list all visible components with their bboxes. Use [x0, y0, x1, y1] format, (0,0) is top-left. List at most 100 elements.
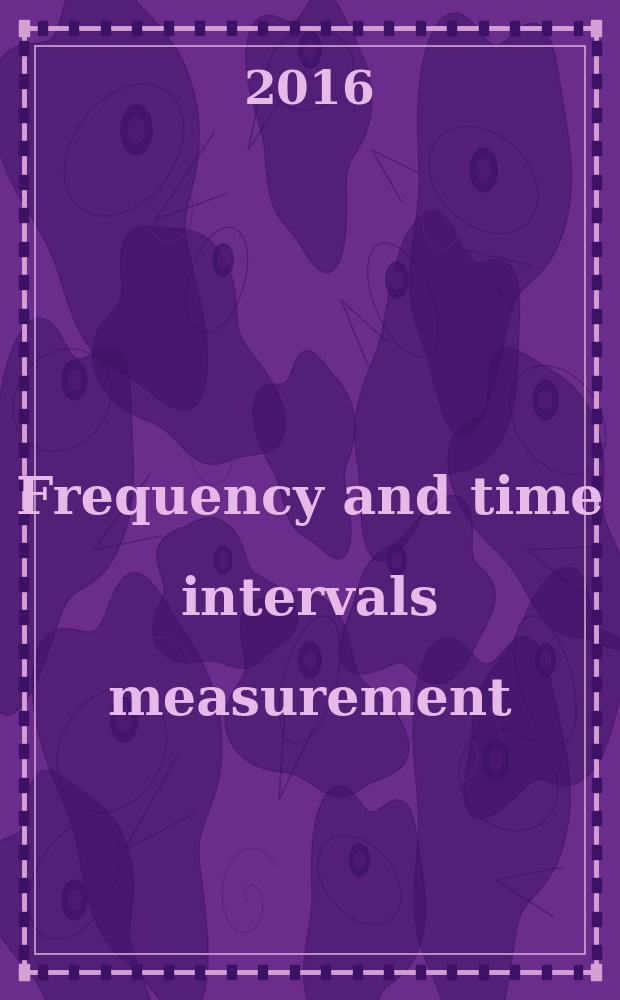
Text: intervals: intervals: [181, 574, 439, 626]
Bar: [448, 965, 456, 979]
Bar: [101, 21, 110, 35]
Circle shape: [62, 360, 87, 400]
Bar: [259, 21, 267, 35]
Bar: [592, 409, 601, 423]
Bar: [592, 175, 601, 189]
Bar: [591, 964, 601, 980]
Text: Frequency and time: Frequency and time: [16, 474, 604, 526]
Circle shape: [541, 652, 551, 668]
Bar: [592, 208, 601, 222]
Bar: [19, 20, 29, 36]
Bar: [38, 965, 46, 979]
Bar: [479, 965, 488, 979]
Text: measurement: measurement: [108, 674, 512, 725]
Bar: [19, 409, 28, 423]
Bar: [259, 965, 267, 979]
Bar: [592, 342, 601, 356]
Polygon shape: [496, 867, 562, 917]
Bar: [416, 965, 425, 979]
Bar: [19, 778, 28, 792]
Bar: [542, 965, 551, 979]
Bar: [592, 309, 601, 323]
Bar: [19, 845, 28, 859]
Polygon shape: [246, 0, 372, 273]
Bar: [19, 711, 28, 725]
Bar: [19, 443, 28, 457]
Bar: [592, 744, 601, 758]
Bar: [592, 41, 601, 55]
Bar: [591, 20, 601, 36]
Bar: [592, 912, 601, 926]
Bar: [592, 845, 601, 859]
Text: 2016: 2016: [244, 67, 376, 113]
Circle shape: [304, 651, 316, 669]
Circle shape: [213, 244, 233, 276]
Bar: [19, 376, 28, 390]
Bar: [35, 46, 585, 954]
Bar: [19, 577, 28, 591]
Circle shape: [539, 390, 552, 410]
Bar: [19, 644, 28, 658]
Circle shape: [388, 545, 406, 575]
Bar: [195, 21, 204, 35]
Bar: [574, 965, 582, 979]
Polygon shape: [372, 150, 417, 202]
Bar: [592, 778, 601, 792]
Polygon shape: [155, 132, 228, 220]
Bar: [416, 21, 425, 35]
Polygon shape: [0, 0, 208, 410]
Bar: [384, 965, 393, 979]
Circle shape: [477, 159, 490, 181]
Bar: [592, 577, 601, 591]
Bar: [384, 21, 393, 35]
Bar: [19, 275, 28, 289]
Bar: [592, 711, 601, 725]
Polygon shape: [340, 495, 495, 684]
Polygon shape: [253, 351, 355, 559]
Bar: [542, 21, 551, 35]
Circle shape: [129, 117, 144, 142]
Bar: [19, 476, 28, 490]
Polygon shape: [93, 473, 161, 550]
Circle shape: [68, 370, 81, 390]
Bar: [19, 309, 28, 323]
Polygon shape: [465, 250, 531, 310]
Polygon shape: [248, 69, 284, 150]
Circle shape: [391, 271, 402, 289]
Bar: [592, 108, 601, 122]
Bar: [19, 208, 28, 222]
Bar: [574, 21, 582, 35]
Bar: [69, 21, 78, 35]
Polygon shape: [413, 637, 570, 1000]
Bar: [592, 242, 601, 256]
Circle shape: [299, 642, 321, 678]
Bar: [321, 965, 330, 979]
Bar: [592, 644, 601, 658]
Polygon shape: [153, 518, 298, 668]
Circle shape: [110, 698, 138, 742]
Circle shape: [219, 553, 228, 567]
Polygon shape: [0, 770, 157, 1000]
Bar: [19, 74, 28, 88]
Bar: [19, 945, 28, 959]
Bar: [19, 811, 28, 825]
Circle shape: [392, 552, 402, 568]
Bar: [592, 476, 601, 490]
Circle shape: [62, 880, 87, 920]
Circle shape: [68, 890, 81, 910]
Circle shape: [218, 252, 228, 268]
Circle shape: [470, 148, 497, 192]
Polygon shape: [279, 702, 313, 800]
Bar: [592, 543, 601, 557]
Circle shape: [299, 32, 321, 68]
Polygon shape: [303, 786, 425, 1000]
Bar: [132, 21, 141, 35]
Circle shape: [490, 750, 502, 770]
Bar: [132, 965, 141, 979]
Polygon shape: [124, 754, 195, 850]
Bar: [592, 275, 601, 289]
Bar: [510, 965, 519, 979]
Bar: [227, 21, 236, 35]
Bar: [510, 21, 519, 35]
Polygon shape: [464, 567, 620, 818]
